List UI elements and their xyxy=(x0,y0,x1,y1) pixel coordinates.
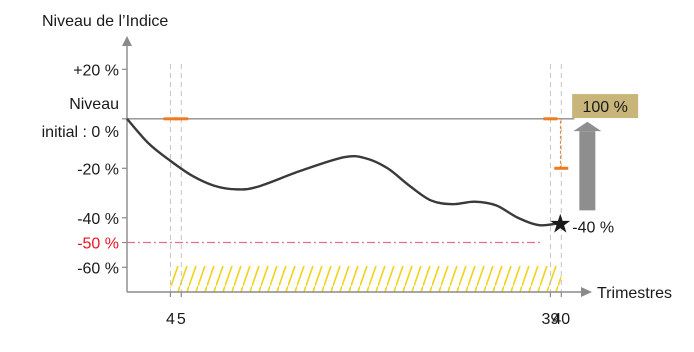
x-axis-title: Trimestres xyxy=(597,285,672,302)
initial-level-label: Niveau xyxy=(69,96,119,113)
payout-box xyxy=(572,94,639,119)
y-tick-label: -60 % xyxy=(77,260,119,277)
x-tick-label: 40 xyxy=(552,311,570,328)
x-tick-label: 4 xyxy=(166,311,175,328)
x-tick-label: 39 xyxy=(542,311,560,328)
final-value-star: ★ xyxy=(549,209,572,239)
payout-arrow-head xyxy=(573,121,602,132)
y-tick-label: +20 % xyxy=(73,62,119,79)
index-path-line xyxy=(126,118,562,227)
y-axis-arrow xyxy=(122,36,132,46)
x-axis-arrow xyxy=(581,287,592,297)
y-axis-title: Niveau de l’Indice xyxy=(42,13,168,30)
initial-level-label: initial : 0 % xyxy=(42,124,119,141)
hatched-zone xyxy=(170,266,562,292)
y-tick-label: -20 % xyxy=(77,161,119,178)
x-tick-label: 5 xyxy=(177,311,186,328)
payout-arrow-shaft xyxy=(579,131,596,211)
final-value-label: -40 % xyxy=(572,220,614,237)
y-tick-label: -50 % xyxy=(77,236,119,253)
autocall-step-line xyxy=(554,118,561,169)
y-tick-label: -40 % xyxy=(77,211,119,228)
payout-label: 100 % xyxy=(582,99,627,116)
